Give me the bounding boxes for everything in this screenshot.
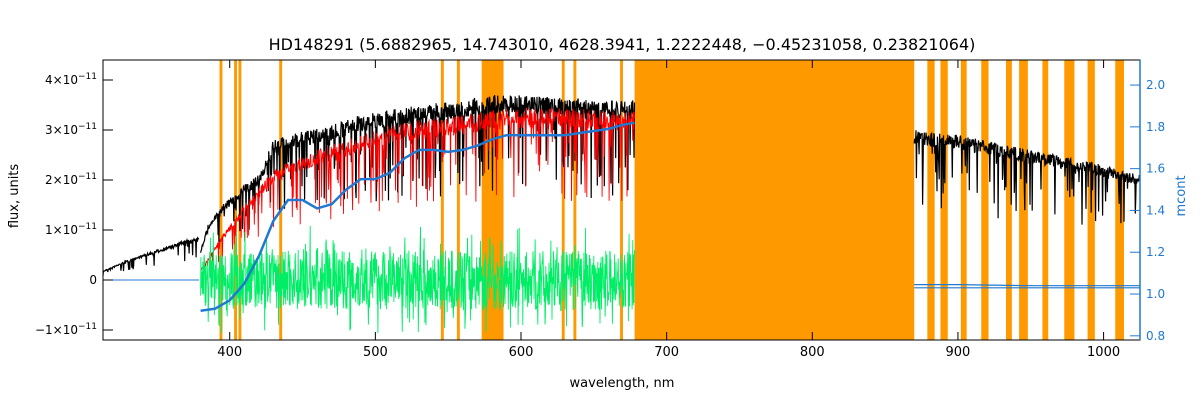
y2-tick-label: 0.8	[1146, 329, 1165, 343]
x-axis-ticks: 400 500 600 700 800 900 1000	[217, 60, 1120, 360]
masked-region	[634, 60, 915, 340]
masked-region	[456, 60, 460, 340]
y2-axis-ticks: 0.8 1.0 1.2 1.4 1.6 1.8 2.0	[1130, 78, 1165, 343]
masked-region	[279, 60, 283, 340]
masked-region	[981, 60, 989, 340]
masked-region	[440, 60, 444, 340]
mcont-line	[914, 284, 1140, 287]
masked-region	[940, 60, 948, 340]
series-layer	[102, 95, 1141, 334]
y2-tick-label: 1.6	[1146, 162, 1165, 176]
y-tick-label: −1×10−11	[35, 322, 97, 337]
y-tick-label: 3×10−11	[45, 122, 97, 137]
masked-region	[561, 60, 565, 340]
y2-tick-label: 1.4	[1146, 203, 1165, 217]
masked-region	[960, 60, 967, 340]
y-tick-label: 0	[89, 273, 97, 287]
y2-axis-label: mcont	[1174, 175, 1189, 216]
x-tick-label: 500	[363, 345, 388, 360]
x-tick-label: 700	[654, 345, 679, 360]
y2-tick-label: 2.0	[1146, 78, 1165, 92]
chart-title: HD148291 (5.6882965, 14.743010, 4628.394…	[269, 35, 976, 54]
masked-region	[1006, 60, 1012, 340]
y-tick-label: 1×10−11	[45, 222, 97, 237]
observed-spectrum	[913, 130, 1141, 225]
y2-tick-label: 1.0	[1146, 287, 1165, 301]
masked-region	[219, 60, 223, 340]
masked-region	[1042, 60, 1049, 340]
x-tick-label: 600	[509, 345, 534, 360]
residual-spectrum	[200, 225, 636, 334]
y-tick-label: 4×10−11	[45, 72, 97, 87]
y-axis-ticks: −1×10−11 0 1×10−11 2×10−11 3×10−11 4×10−11	[35, 72, 113, 337]
masked-region	[1064, 60, 1075, 340]
masked-region	[573, 60, 577, 340]
model-spectrum	[200, 107, 635, 273]
observed-spectrum	[200, 95, 636, 253]
y2-tick-label: 1.2	[1146, 245, 1165, 259]
x-tick-label: 1000	[1087, 345, 1120, 360]
x-tick-label: 900	[946, 345, 971, 360]
x-tick-label: 400	[217, 345, 242, 360]
x-axis-label: wavelength, nm	[570, 376, 675, 391]
masked-region	[1019, 60, 1028, 340]
y-tick-label: 2×10−11	[45, 172, 97, 187]
mcont-line	[200, 121, 635, 312]
y-axis-label: flux, units	[7, 164, 22, 229]
y2-tick-label: 1.8	[1146, 120, 1165, 134]
x-tick-label: 800	[800, 345, 825, 360]
observed-spectrum	[102, 236, 200, 276]
masked-region	[927, 60, 935, 340]
masked-regions	[219, 60, 1124, 340]
